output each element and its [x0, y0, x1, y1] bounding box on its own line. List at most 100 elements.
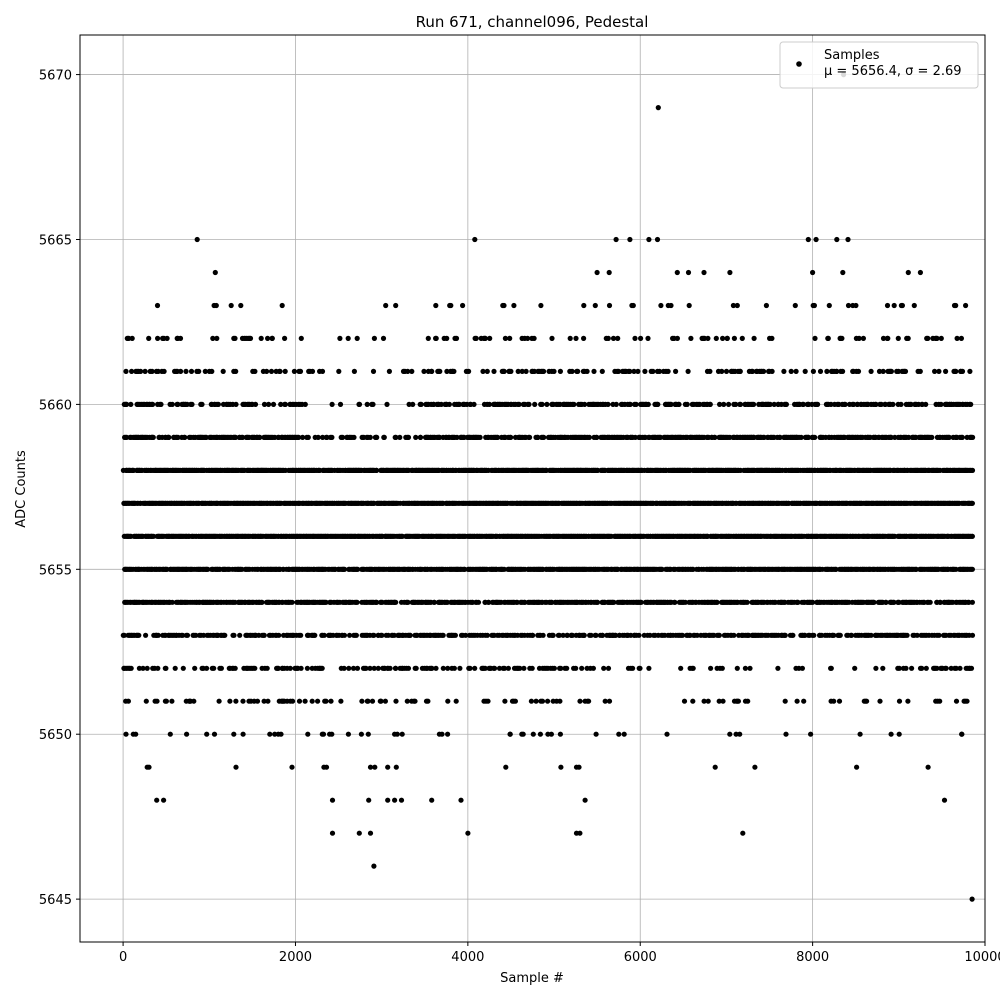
sample-point: [265, 666, 270, 671]
sample-point: [387, 369, 392, 374]
sample-point: [189, 369, 194, 374]
sample-point: [306, 435, 311, 440]
sample-point: [585, 369, 590, 374]
sample-point: [410, 402, 415, 407]
sample-point: [632, 336, 637, 341]
sample-point: [217, 699, 222, 704]
sample-point: [329, 435, 334, 440]
sample-point: [838, 633, 843, 638]
sample-point: [150, 402, 155, 407]
sample-point: [265, 699, 270, 704]
sample-point: [472, 666, 477, 671]
sample-point: [414, 666, 419, 671]
sample-point: [283, 369, 288, 374]
sample-point: [551, 369, 556, 374]
sample-point: [532, 402, 537, 407]
sample-point: [631, 303, 636, 308]
sample-point: [717, 633, 722, 638]
sample-point: [133, 732, 138, 737]
sample-point: [130, 336, 135, 341]
sample-point: [310, 369, 315, 374]
sample-point: [445, 699, 450, 704]
sample-point: [315, 699, 320, 704]
sample-point: [606, 336, 611, 341]
sample-point: [233, 666, 238, 671]
sample-point: [303, 699, 308, 704]
sample-point: [789, 369, 794, 374]
sample-point: [288, 666, 293, 671]
sample-point: [743, 666, 748, 671]
sample-point: [252, 369, 257, 374]
sample-point: [181, 666, 186, 671]
sample-point: [831, 699, 836, 704]
sample-point: [267, 732, 272, 737]
sample-point: [538, 732, 543, 737]
sample-point: [383, 303, 388, 308]
sample-point: [433, 303, 438, 308]
sample-point: [793, 303, 798, 308]
sample-point: [419, 402, 424, 407]
sample-point: [413, 435, 418, 440]
sample-point: [233, 369, 238, 374]
sample-point: [720, 666, 725, 671]
sample-point: [278, 732, 283, 737]
sample-point: [708, 666, 713, 671]
sample-point: [366, 732, 371, 737]
sample-point: [635, 369, 640, 374]
sample-point: [163, 666, 168, 671]
sample-point: [634, 402, 639, 407]
sample-point: [429, 369, 434, 374]
sample-point: [165, 336, 170, 341]
sample-point: [570, 369, 575, 374]
sample-point: [222, 633, 227, 638]
sample-point: [221, 369, 226, 374]
sample-point: [721, 402, 726, 407]
sample-point: [383, 699, 388, 704]
sample-point: [622, 732, 627, 737]
sample-point: [752, 336, 757, 341]
sample-point: [491, 369, 496, 374]
sample-point: [276, 633, 281, 638]
sample-point: [544, 402, 549, 407]
sample-point: [298, 633, 303, 638]
sample-point: [265, 336, 270, 341]
sample-point: [264, 369, 269, 374]
sample-point: [418, 435, 423, 440]
sample-point: [541, 369, 546, 374]
sample-point: [425, 699, 430, 704]
sample-point: [645, 336, 650, 341]
sample-point: [573, 336, 578, 341]
sample-point: [453, 633, 458, 638]
sample-point: [530, 666, 535, 671]
sample-point: [342, 633, 347, 638]
sample-point: [501, 303, 506, 308]
sample-point: [720, 699, 725, 704]
sample-point: [706, 699, 711, 704]
sample-point: [506, 666, 511, 671]
sample-point: [305, 732, 310, 737]
sample-point: [735, 303, 740, 308]
sample-point: [769, 336, 774, 341]
sample-point: [811, 633, 816, 638]
sample-point: [687, 303, 692, 308]
sample-point: [290, 600, 295, 605]
sample-point: [368, 435, 373, 440]
sample-point: [271, 402, 276, 407]
sample-point: [764, 303, 769, 308]
sample-point: [310, 699, 315, 704]
sample-point: [346, 666, 351, 671]
sample-point: [575, 369, 580, 374]
sample-point: [397, 435, 402, 440]
sample-point: [238, 303, 243, 308]
sample-point: [595, 600, 600, 605]
sample-point: [646, 402, 651, 407]
sample-point: [382, 435, 387, 440]
sample-point: [707, 369, 712, 374]
sample-point: [549, 732, 554, 737]
sample-point: [815, 402, 820, 407]
sample-point: [511, 303, 516, 308]
sample-point: [607, 303, 612, 308]
sample-point: [123, 732, 128, 737]
sample-point: [686, 369, 691, 374]
sample-point: [320, 369, 325, 374]
